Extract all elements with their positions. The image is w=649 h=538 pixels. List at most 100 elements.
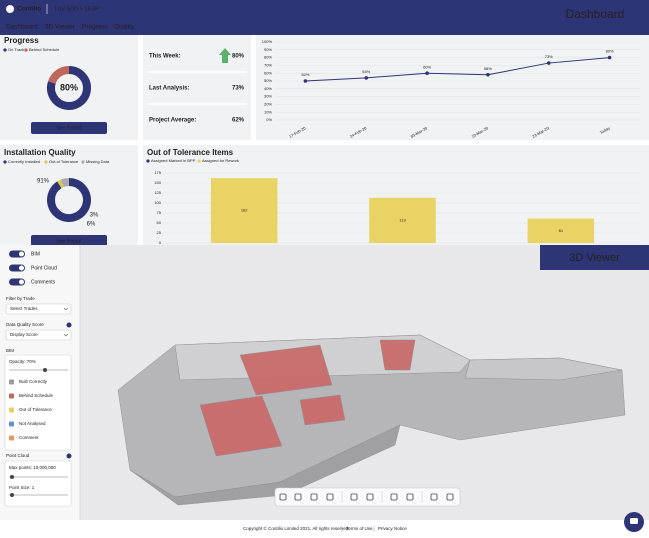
see-report-button[interactable] <box>31 235 107 247</box>
select[interactable] <box>5 329 72 341</box>
toolbar <box>274 487 461 507</box>
select[interactable] <box>5 303 72 315</box>
toolbar-button[interactable] <box>294 493 302 501</box>
legend-label: Correctly Installed <box>8 159 40 164</box>
legend-label: On Track <box>8 47 24 52</box>
stat-label: Project Average: <box>149 118 196 124</box>
bim-box <box>4 354 72 451</box>
data-point <box>425 71 429 75</box>
donut-segment <box>47 178 91 222</box>
select-value[interactable]: Select Trades <box>10 306 38 311</box>
nav-link[interactable]: Progress <box>82 24 109 31</box>
legend-dot <box>3 160 7 164</box>
y-tick-label: 175 <box>154 170 161 175</box>
stat-value: 73% <box>232 86 245 92</box>
data-point <box>364 76 369 80</box>
nav-link[interactable]: 3D Viewer <box>45 24 76 31</box>
slider-knob[interactable] <box>10 475 14 479</box>
data-point <box>486 72 490 77</box>
donut-label: 6% <box>87 222 96 228</box>
legend-label: Missing Data <box>86 159 110 164</box>
select-value[interactable]: Display Score <box>10 332 38 337</box>
toolbar-button[interactable] <box>406 493 414 501</box>
toolbar-button[interactable] <box>446 493 454 501</box>
project-breadcrumb: TÜV SÜD > 15-BP <box>54 5 100 12</box>
panel <box>0 145 138 245</box>
y-tick-label: 40% <box>264 86 272 91</box>
copyright: Copyright © Contilio Limited 2021. All r… <box>243 525 350 531</box>
data-point <box>546 61 551 65</box>
model-shape <box>239 344 333 396</box>
terms-link[interactable]: Terms of Use <box>346 526 373 531</box>
donut-label: 91% <box>37 179 50 185</box>
toolbar-button[interactable] <box>326 493 334 501</box>
y-tick-label: 90% <box>264 47 272 52</box>
legend-label: Comment <box>19 435 39 440</box>
toggle-knob[interactable] <box>19 265 24 271</box>
model-shape <box>379 339 416 371</box>
viewer-title: 3D Viewer <box>569 252 620 264</box>
data-label: 58% <box>484 66 492 71</box>
brand: Contilio <box>17 6 41 13</box>
caret <box>63 333 69 337</box>
help-icon[interactable] <box>66 453 72 459</box>
toolbar-button[interactable] <box>279 493 287 501</box>
toggle-knob[interactable] <box>19 251 24 257</box>
chat-icon[interactable] <box>630 518 638 524</box>
model-shape <box>464 357 623 381</box>
bar <box>369 197 436 243</box>
toolbar-button[interactable] <box>390 493 398 501</box>
data-point <box>607 55 612 60</box>
footer <box>0 520 649 538</box>
y-tick-label: 70% <box>264 62 272 67</box>
toggle-label: BIM <box>31 251 40 257</box>
data-label: 60% <box>423 64 431 69</box>
y-tick-label: 0 <box>159 240 162 245</box>
y-tick-label: 80% <box>264 55 272 60</box>
see-report-button[interactable] <box>31 122 107 134</box>
panel-title: Installation Quality <box>4 148 76 157</box>
bar-label: 113 <box>399 217 406 222</box>
privacy-link[interactable]: Privacy Notice <box>378 526 407 531</box>
toolbar-button[interactable] <box>310 493 318 501</box>
model-shape <box>129 424 401 506</box>
data-label: 54% <box>362 69 370 74</box>
nav-link[interactable]: Dashboard <box>6 24 38 31</box>
slider-knob[interactable] <box>10 493 14 497</box>
header-bar <box>0 0 649 35</box>
toolbar-button[interactable] <box>350 493 358 501</box>
model-shape <box>299 394 346 426</box>
toggle-knob[interactable] <box>19 279 24 285</box>
toggle-label: Point Cloud <box>31 265 57 271</box>
legend-label: Built Correctly <box>19 379 48 384</box>
bar <box>527 218 595 243</box>
button-label[interactable]: See Report <box>56 125 82 131</box>
viewer-banner <box>540 245 649 270</box>
y-tick-label: 30% <box>264 94 272 99</box>
legend-swatch <box>9 435 14 441</box>
toolbar-button[interactable] <box>430 493 438 501</box>
field-label: Data Quality Score <box>6 322 44 327</box>
slider-knob[interactable] <box>43 368 47 372</box>
y-tick-label: 50% <box>264 78 272 83</box>
stat-value: 80% <box>232 54 245 60</box>
panel-title: Out of Tolerance Items <box>147 148 234 157</box>
legend-dot <box>146 159 150 163</box>
toolbar-button[interactable] <box>366 493 374 501</box>
legend-dot <box>197 159 201 163</box>
button-label[interactable]: See Report <box>56 238 82 244</box>
panel <box>256 35 649 140</box>
point-size-label: Point Size: 1 <box>9 485 35 490</box>
y-tick-label: 25 <box>157 230 162 235</box>
y-tick-label: 50 <box>157 220 162 225</box>
help-icon[interactable] <box>66 322 72 328</box>
donut-center-label: 80% <box>60 82 78 92</box>
y-tick-label: 100% <box>262 39 273 44</box>
legend-label: Behind Schedule <box>19 393 54 398</box>
bar <box>210 178 278 243</box>
legend-label: Not Analysed <box>19 421 46 426</box>
legend-label: Assigned Marked in BPP <box>151 158 196 163</box>
nav-link[interactable]: Quality <box>114 24 135 31</box>
